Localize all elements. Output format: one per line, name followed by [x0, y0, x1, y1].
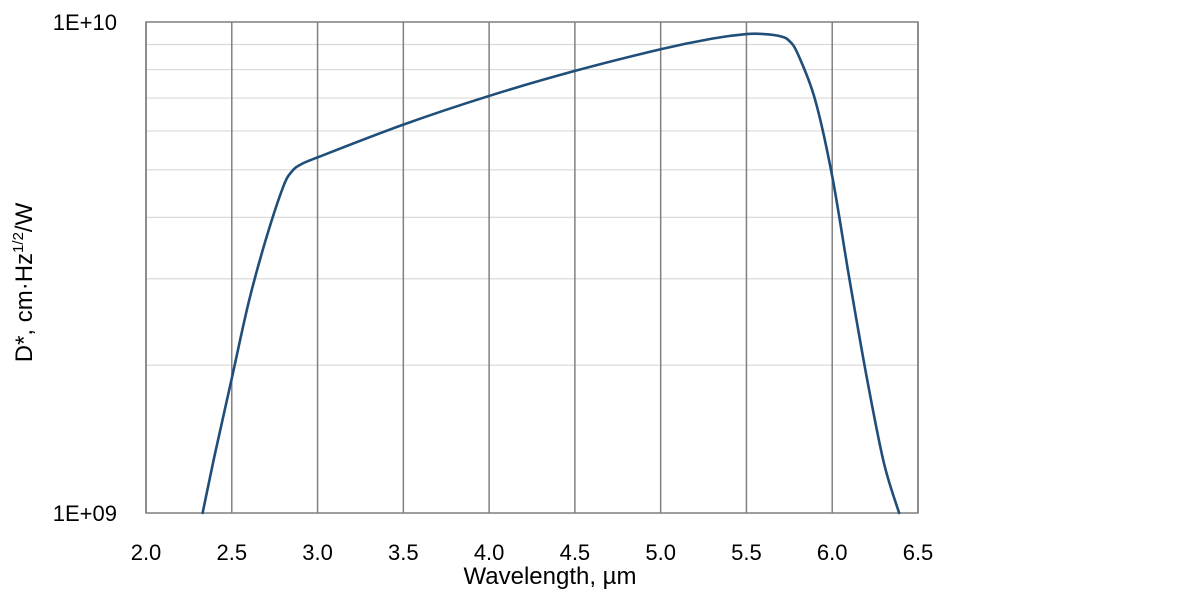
x-tick-label: 4.5: [560, 540, 591, 565]
x-tick-label: 3.0: [302, 540, 333, 565]
x-tick-label: 4.0: [474, 540, 505, 565]
series-layer: [201, 32, 901, 515]
plot-frame: [145, 21, 919, 514]
x-tick-label: 5.5: [731, 540, 762, 565]
x-tick-label: 2.5: [216, 540, 247, 565]
y-tick-label: 1E+09: [53, 501, 117, 526]
x-tick-label: 6.5: [903, 540, 934, 565]
y-axis-title: D*, cm·Hz1/2/W: [10, 202, 38, 362]
grid-layer: [145, 22, 919, 513]
y-axis-title-main: D*, cm·Hz: [11, 253, 38, 362]
x-tick-label: 6.0: [817, 540, 848, 565]
y-axis-title-tail: /W: [11, 202, 38, 232]
x-tick-labels: 2.0 2.5 3.0 3.5 4.0 4.5 5.0 5.5 6.0 6.5: [131, 540, 934, 565]
x-tick-label: 5.0: [645, 540, 676, 565]
y-axis-title-superscript: 1/2: [10, 232, 27, 253]
x-axis-title: Wavelength, µm: [463, 563, 636, 590]
series-line: [201, 32, 901, 515]
x-tick-label: 2.0: [131, 540, 162, 565]
y-tick-labels: 1E+09 1E+10: [53, 10, 117, 526]
y-tick-label: 1E+10: [53, 10, 117, 35]
x-tick-label: 3.5: [388, 540, 419, 565]
